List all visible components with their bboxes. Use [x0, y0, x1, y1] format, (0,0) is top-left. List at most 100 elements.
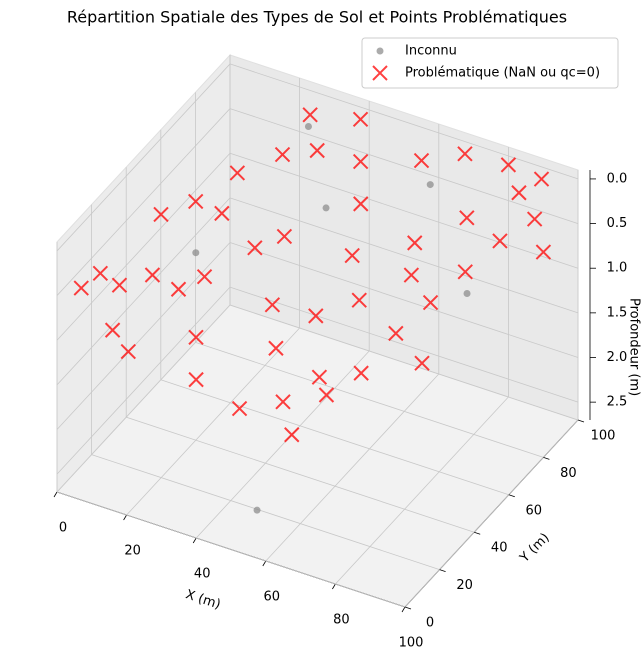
point — [388, 325, 404, 342]
grid-line — [229, 152, 579, 269]
point — [302, 107, 318, 123]
point — [426, 181, 434, 189]
point — [459, 210, 475, 226]
legend-marker — [372, 65, 388, 81]
y-tick-label: 100 — [591, 429, 616, 444]
point — [304, 122, 312, 130]
x-tick — [192, 537, 197, 544]
y-tick — [577, 419, 585, 423]
z-tick-label: 0.5 — [607, 216, 628, 231]
grid-line — [195, 342, 544, 458]
point — [111, 277, 128, 293]
x-tick — [332, 583, 336, 590]
grid-line — [56, 304, 231, 493]
grid-line — [195, 350, 370, 539]
point — [188, 371, 204, 388]
point — [268, 340, 284, 356]
y-tick-label: 40 — [491, 541, 508, 556]
point — [247, 240, 263, 256]
point — [318, 387, 335, 403]
grid-line — [404, 419, 579, 608]
point — [187, 193, 204, 210]
point — [92, 265, 109, 281]
point — [422, 294, 439, 311]
x-tick-label: 80 — [333, 613, 350, 628]
point — [188, 329, 204, 346]
point — [153, 206, 169, 223]
labels: 0204060801000204060801000.00.51.01.52.02… — [59, 171, 642, 650]
x-tick-label: 40 — [194, 567, 211, 582]
grid-line — [56, 152, 231, 341]
point — [170, 281, 187, 297]
point — [309, 142, 325, 159]
x-tick-label: 20 — [124, 544, 141, 559]
x-tick — [401, 606, 406, 613]
x-tick — [123, 514, 127, 521]
point — [196, 269, 213, 285]
grid-line — [229, 242, 579, 358]
point — [231, 400, 248, 417]
point — [308, 308, 324, 324]
point — [511, 185, 527, 201]
z-tick-label: 2.0 — [607, 350, 628, 365]
y-tick-label: 20 — [456, 578, 473, 593]
point — [407, 235, 423, 251]
grid — [53, 55, 596, 613]
grid-line — [56, 63, 231, 252]
legend-marker — [376, 47, 384, 55]
point — [352, 111, 369, 127]
point — [492, 233, 508, 249]
y-tick-label: 0 — [426, 616, 434, 631]
x-tick — [262, 560, 267, 567]
y-tick — [474, 531, 481, 535]
point — [351, 292, 367, 308]
point — [275, 394, 291, 410]
point — [403, 267, 420, 283]
point — [264, 297, 281, 313]
point — [322, 204, 330, 212]
grid-line — [126, 416, 475, 533]
point — [144, 267, 161, 283]
legend: Inconnu Problématique (NaN ou qc=0) — [361, 37, 619, 89]
z-tick-label: 1.5 — [607, 305, 628, 320]
grid-line — [229, 108, 579, 224]
x-tick — [53, 491, 58, 498]
grid-line — [160, 379, 509, 496]
legend-box — [361, 37, 619, 89]
grid-line — [56, 491, 406, 608]
grid-line — [229, 197, 579, 314]
point — [73, 280, 89, 296]
point — [229, 165, 246, 181]
x-tick-label: 100 — [399, 636, 424, 651]
y-tick — [543, 457, 550, 460]
point — [284, 427, 300, 443]
grid-line — [56, 286, 231, 475]
point — [352, 153, 369, 170]
point — [535, 244, 552, 260]
legend-label: Inconnu — [405, 44, 457, 59]
grid-line — [335, 396, 509, 585]
grid-line — [265, 373, 440, 562]
y-tick-label: 60 — [526, 503, 543, 518]
y-tick-label: 80 — [560, 466, 577, 481]
point — [104, 322, 121, 338]
grid-line — [91, 454, 440, 570]
point — [414, 355, 430, 371]
grid-line — [229, 286, 579, 403]
y-tick — [404, 606, 412, 610]
z-axis-label: Profondeur (m) — [627, 298, 642, 396]
point — [463, 290, 471, 297]
point — [413, 152, 430, 169]
point — [276, 228, 293, 245]
point — [500, 157, 517, 173]
point — [253, 506, 261, 514]
grid-line — [126, 327, 300, 516]
x-axis-label: X (m) — [184, 587, 223, 612]
point — [274, 146, 291, 163]
x-tick-label: 0 — [59, 521, 67, 536]
point — [311, 369, 328, 385]
point — [526, 211, 543, 227]
panes — [56, 53, 591, 608]
point — [120, 343, 136, 360]
